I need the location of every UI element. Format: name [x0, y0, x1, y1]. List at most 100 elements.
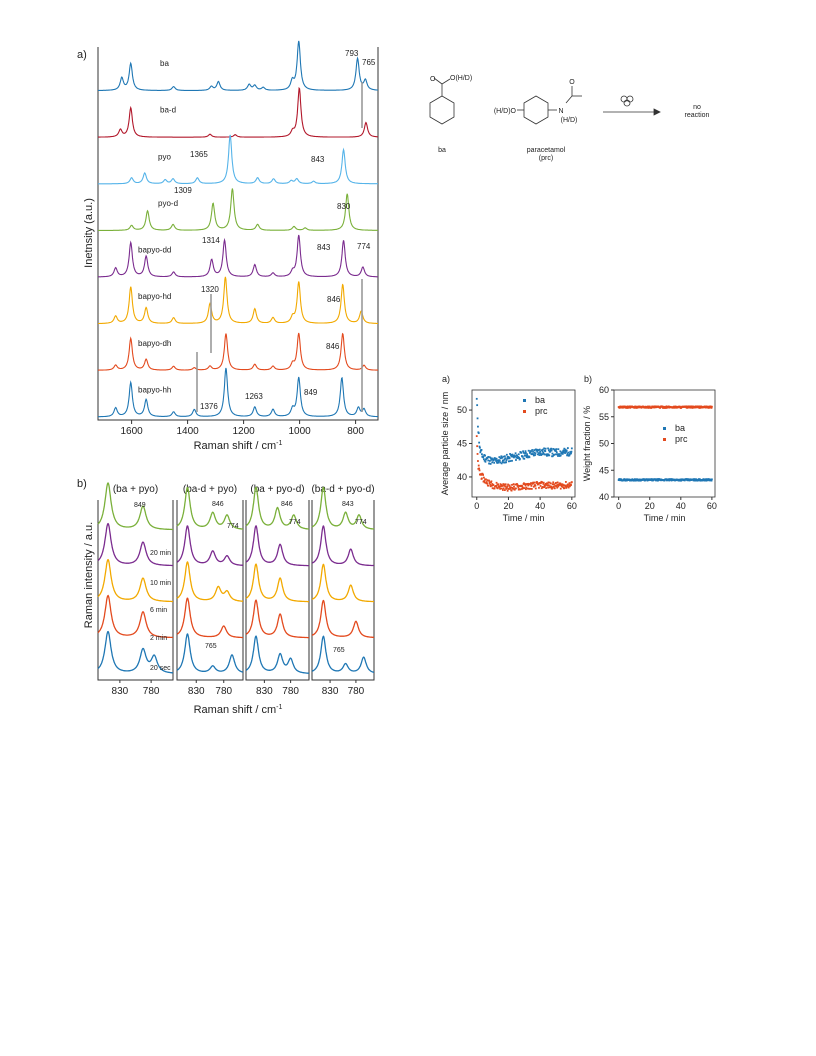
data-point-ba — [704, 478, 707, 481]
column-title: (ba + pyo) — [113, 484, 158, 495]
data-point-ba — [555, 451, 558, 454]
data-point-prc — [524, 484, 527, 487]
data-point-ba — [563, 447, 566, 450]
legend-label: ba — [675, 423, 685, 433]
xtick-label: 20 — [503, 501, 513, 511]
peak-annotation: 1263 — [245, 392, 263, 401]
data-point-ba — [555, 448, 558, 451]
data-point-ba — [568, 453, 571, 455]
data-point-prc — [477, 460, 479, 462]
data-point-ba — [479, 451, 482, 454]
data-point-prc — [477, 464, 480, 467]
legend-label: prc — [535, 406, 548, 416]
kinetic-trace — [311, 599, 374, 639]
data-point-ba — [546, 454, 549, 457]
data-point-prc — [559, 483, 561, 486]
data-point-prc — [568, 484, 570, 486]
legend-marker — [663, 427, 666, 430]
peak-annotation: 846 — [212, 501, 224, 508]
data-point-ba — [570, 450, 573, 453]
data-point-ba — [528, 456, 531, 459]
data-point-ba — [570, 447, 573, 450]
data-point-prc — [541, 481, 544, 484]
kinetic-trace — [311, 525, 374, 567]
data-point-ba — [669, 478, 672, 481]
data-point-prc — [509, 486, 512, 489]
data-point-prc — [679, 405, 681, 408]
panel-a-xlabel: Raman shift / cm-1 — [194, 440, 283, 452]
trace-label-bapyo-dh: bapyo-dh — [138, 339, 171, 348]
data-point-ba — [555, 450, 557, 452]
xtick-label: 800 — [347, 426, 364, 437]
data-point-ba — [564, 448, 567, 451]
peak-annotation: 793 — [345, 49, 359, 58]
peak-annotation: 1365 — [190, 150, 208, 159]
kinetic-trace — [311, 563, 374, 603]
data-point-prc — [517, 486, 520, 489]
data-point-ba — [536, 450, 539, 453]
data-point-ba — [518, 457, 521, 459]
data-point-ba — [494, 457, 497, 460]
data-point-prc — [534, 484, 537, 487]
peak-annotation: 849 — [304, 388, 318, 397]
data-point-prc — [482, 476, 485, 479]
panel-b-ylabel: Raman intensity / a.u. — [83, 522, 95, 628]
kinetic-trace — [311, 635, 375, 674]
data-point-ba — [525, 454, 528, 457]
data-point-prc — [485, 481, 488, 483]
peak-annotation: 774 — [355, 519, 367, 526]
data-point-prc — [488, 481, 491, 484]
y-axis-label: Average particle size / nm — [440, 392, 450, 495]
data-point-prc — [545, 487, 547, 489]
data-point-ba — [639, 479, 642, 482]
data-point-ba — [620, 478, 623, 481]
data-point-prc — [528, 487, 530, 490]
data-point-prc — [543, 486, 545, 489]
data-point-ba — [479, 446, 481, 449]
data-point-prc — [560, 484, 563, 487]
data-point-ba — [543, 447, 545, 450]
data-point-prc — [495, 485, 498, 488]
data-point-prc — [547, 484, 550, 487]
data-point-ba — [507, 457, 510, 460]
data-point-prc — [482, 474, 484, 476]
ytick-label: 55 — [599, 412, 609, 422]
prc-o-label: O — [569, 79, 575, 86]
data-point-ba — [532, 454, 535, 457]
scheme-labels: O O(H/D) ba (H/D)O N (H/D) O paracetamol… — [430, 75, 710, 162]
data-point-prc — [536, 481, 538, 483]
data-point-ba — [541, 453, 544, 456]
xtick-label: 1600 — [120, 426, 143, 437]
data-point-prc — [521, 488, 523, 490]
data-point-prc — [542, 482, 545, 485]
panel-b-xlabel: Raman shift / cm-1 — [194, 704, 283, 716]
panel-a-label: a) — [77, 49, 87, 61]
data-point-ba — [566, 453, 569, 455]
kinetic-trace — [245, 599, 309, 639]
kinetic-trace — [97, 630, 174, 674]
data-point-ba — [488, 460, 491, 462]
panel-a-raman: a) ba ba-d pyo pyo-d bapyo-dd bapyo-hd bapyo-d… — [77, 40, 379, 452]
column-frame — [176, 500, 244, 681]
data-point-prc — [565, 486, 568, 489]
data-point-ba — [522, 451, 525, 454]
data-point-prc — [555, 482, 557, 484]
data-point-ba — [646, 479, 649, 482]
data-point-ba — [524, 450, 527, 453]
kinetic-trace — [245, 563, 309, 603]
data-point-ba — [533, 449, 536, 451]
data-point-ba — [566, 454, 568, 457]
data-point-prc — [511, 483, 513, 486]
data-point-ba — [710, 478, 713, 481]
data-point-ba — [539, 452, 542, 455]
data-point-prc — [625, 407, 628, 409]
data-point-prc — [513, 488, 516, 491]
data-point-ba — [498, 456, 501, 458]
data-point-ba — [508, 456, 511, 459]
data-point-prc — [710, 406, 713, 409]
y-axis-label: Weight fraction / % — [582, 406, 592, 481]
data-point-ba — [538, 448, 541, 451]
peak-annotation: 846 — [327, 295, 341, 304]
data-point-ba — [705, 478, 708, 481]
prc-n-label: N — [558, 108, 563, 115]
